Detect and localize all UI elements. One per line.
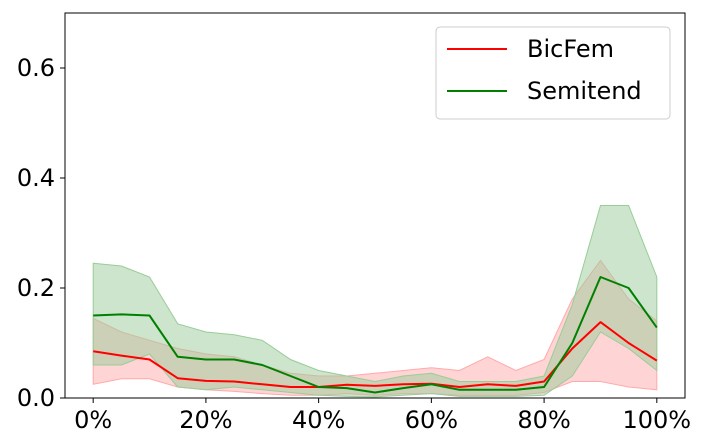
- y-tick-label: 0.2: [17, 274, 55, 302]
- legend: BicFem Semitend: [435, 26, 671, 120]
- x-axis: 0% 20% 40% 60% 80% 100%: [74, 398, 691, 434]
- y-axis: 0.0 0.2 0.4 0.6: [17, 54, 65, 412]
- semitend-line: [93, 276, 658, 394]
- legend-label-semitend: Semitend: [527, 77, 642, 105]
- y-tick-label: 0.6: [17, 54, 55, 82]
- y-tick-label: 0.0: [17, 384, 55, 412]
- legend-label-bicfem: BicFem: [527, 35, 614, 63]
- x-tick-label: 60%: [405, 406, 458, 434]
- x-tick-label: 80%: [517, 406, 570, 434]
- x-tick-label: 40%: [292, 406, 345, 434]
- plot-frame: [64, 12, 686, 399]
- x-tick-label: 20%: [179, 406, 232, 434]
- confidence-bands: [92, 205, 658, 398]
- x-tick-label: 100%: [623, 406, 692, 434]
- series-lines: [93, 276, 658, 394]
- x-tick-label: 0%: [74, 406, 112, 434]
- semitend-band: [92, 205, 658, 398]
- y-tick-label: 0.4: [17, 164, 55, 192]
